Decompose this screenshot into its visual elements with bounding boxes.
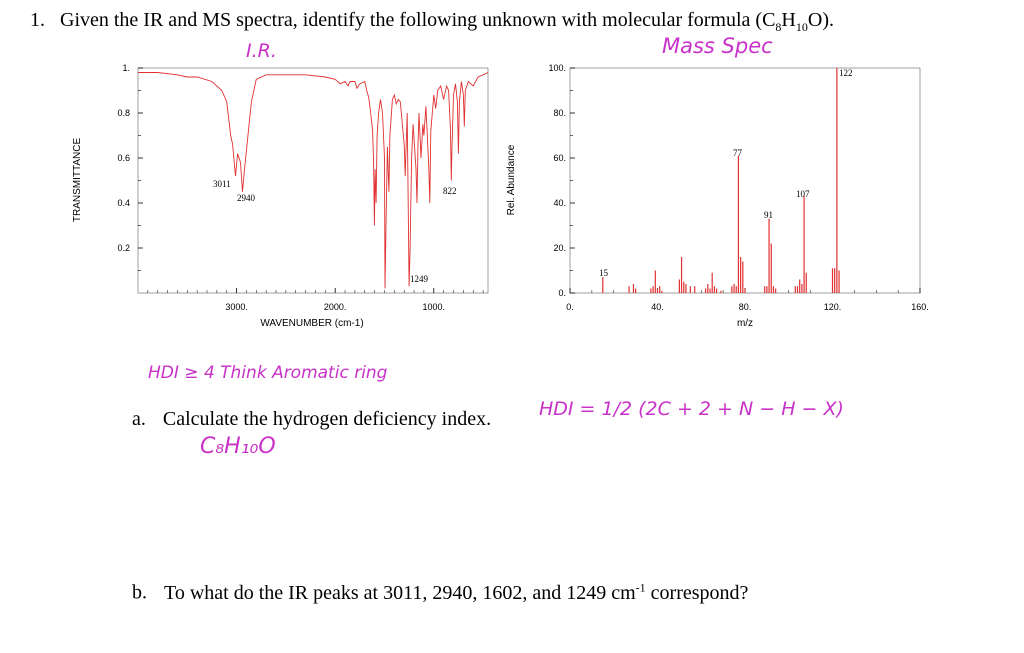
handwritten-hdi-formula: HDI = 1/2 (2C + 2 + N − H − X) bbox=[539, 398, 844, 420]
ms-x-tick-label: 40. bbox=[651, 302, 664, 312]
part-a-text: Calculate the hydrogen deficiency index. bbox=[162, 408, 492, 430]
ir-x-tick-label: 2000. bbox=[324, 302, 347, 312]
part-a: a. Calculate the hydrogen deficiency ind… bbox=[132, 408, 491, 431]
part-b-text-end: correspond? bbox=[645, 581, 749, 604]
ms-y-tick-label: 20. bbox=[553, 243, 566, 253]
ir-x-tick-label: 1000. bbox=[423, 302, 446, 312]
part-b-text-start: To what do the IR peaks at 3011, 2940, 1… bbox=[164, 581, 636, 604]
part-a-label: a. bbox=[132, 408, 146, 430]
ms-x-tick-label: 80. bbox=[739, 302, 752, 312]
ms-y-tick-label: 100. bbox=[548, 63, 566, 73]
ir-y-tick-label: 1. bbox=[122, 63, 130, 73]
handwritten-ir-label: I.R. bbox=[246, 40, 277, 62]
part-b-text: To what do the IR peaks at 3011, 2940, 1… bbox=[164, 580, 749, 604]
ir-peak-label-1249: 1249 bbox=[410, 274, 429, 284]
formula-sub-c: 8 bbox=[775, 20, 782, 34]
formula-sub-h: 10 bbox=[795, 20, 808, 34]
ir-y-axis-label: TRANSMITTANCE bbox=[72, 138, 83, 223]
ms-peak-label-77: 77 bbox=[733, 148, 743, 158]
question-1: 1. Given the IR and MS spectra, identify… bbox=[30, 9, 834, 35]
ms-peak-label-122: 122 bbox=[839, 68, 853, 78]
ms-y-tick-label: 60. bbox=[553, 153, 566, 163]
ir-y-tick-label: 0.6 bbox=[117, 153, 130, 163]
part-b: b. To what do the IR peaks at 3011, 2940… bbox=[132, 580, 748, 605]
ms-x-tick-label: 160. bbox=[911, 302, 929, 312]
ms-peak-label-15: 15 bbox=[599, 268, 609, 278]
question-text-start: Given the IR and MS spectra, identify th… bbox=[60, 9, 776, 31]
ir-y-tick-label: 0.2 bbox=[117, 243, 130, 253]
ir-x-tick-label: 3000. bbox=[225, 302, 248, 312]
handwritten-molecular-formula: C₈H₁₀O bbox=[200, 434, 276, 459]
question-text-end: O). bbox=[807, 9, 834, 31]
part-b-superscript: -1 bbox=[635, 580, 646, 594]
ir-y-tick-label: 0.8 bbox=[117, 108, 130, 118]
ms-y-axis-label: Rel. Abundance bbox=[506, 144, 517, 215]
ms-x-tick-label: 0. bbox=[566, 302, 574, 312]
ms-x-tick-label: 120. bbox=[824, 302, 842, 312]
ms-x-axis-label: m/z bbox=[737, 318, 753, 329]
question-text: Given the IR and MS spectra, identify th… bbox=[60, 9, 834, 34]
ir-chart: 1. 0.8 0.6 0.4 0.2 3000. 2000. 1000. 3011 2940… bbox=[72, 63, 489, 329]
part-b-label: b. bbox=[132, 581, 147, 604]
ir-peak-label-3011: 3011 bbox=[213, 179, 231, 189]
question-number: 1. bbox=[30, 9, 45, 31]
formula-h: H bbox=[781, 9, 796, 31]
handwritten-hdi-note: HDI ≥ 4 Think Aromatic ring bbox=[148, 363, 388, 383]
spectra-figure: 1. 0.8 0.6 0.4 0.2 3000. 2000. 1000. 3011 2940… bbox=[72, 63, 929, 329]
ir-peak-label-822: 822 bbox=[443, 186, 457, 196]
ir-x-axis-label: WAVENUMBER (cm-1) bbox=[260, 318, 363, 329]
ms-peak-label-107: 107 bbox=[796, 189, 810, 199]
ir-y-tick-label: 0.4 bbox=[117, 198, 130, 208]
ms-y-tick-label: 40. bbox=[553, 198, 566, 208]
ms-chart: 100. 80. 60. 40. 20. 0. 0. 40. 80. 120. 160. 15 7… bbox=[506, 63, 929, 329]
ms-y-tick-label: 80. bbox=[553, 108, 566, 118]
ir-plot-frame bbox=[137, 67, 489, 294]
ms-y-tick-label: 0. bbox=[558, 288, 566, 298]
ir-peak-label-2940: 2940 bbox=[237, 193, 256, 203]
ir-spectrum-line bbox=[138, 72, 489, 289]
handwritten-ms-label: Mass Spec bbox=[662, 34, 773, 58]
ms-plot-frame bbox=[569, 67, 921, 294]
ms-peak-label-91: 91 bbox=[764, 210, 773, 220]
